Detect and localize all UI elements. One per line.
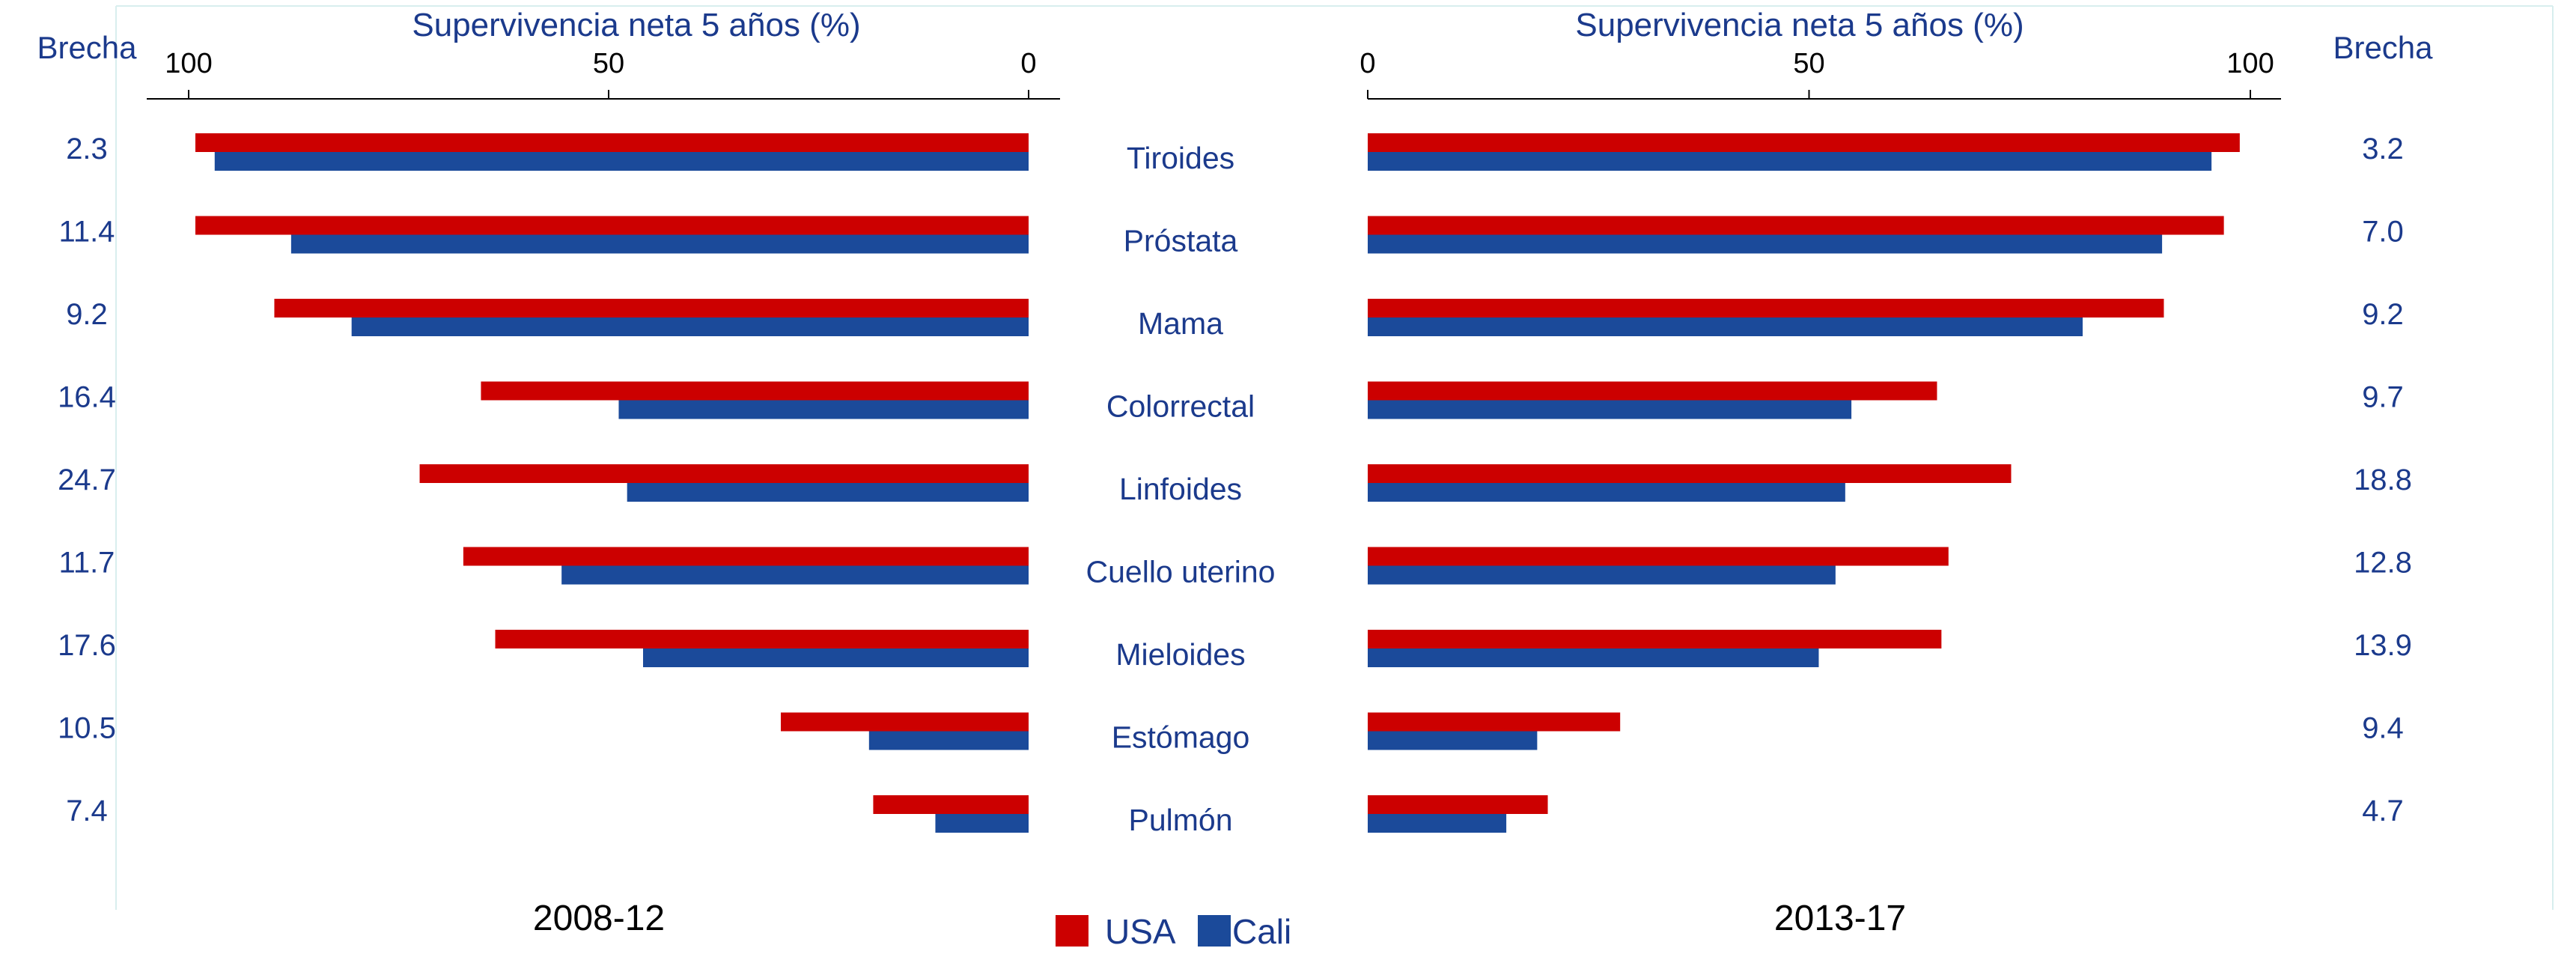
bar-usa-pulmón [1368,795,1548,814]
gap-value: 24.7 [58,464,116,496]
bar-cali-próstata [1368,234,2163,254]
category-label: Mama [1138,306,1223,341]
bar-cali-mama [1368,318,2083,336]
x-tick-label: 100 [165,48,212,79]
bar-cali-pulmón [935,814,1029,833]
period-label: 2013-17 [1774,899,1906,938]
bar-usa-mieloides [495,630,1029,648]
bar-usa-estómago [1368,712,1621,732]
category-label: Pulmón [1128,803,1232,837]
bar-usa-próstata [195,216,1029,235]
legend-swatch-usa [1056,915,1088,947]
bar-cali-cuello-uterino [561,565,1029,585]
panel-2008-12: Supervivencia neta 5 años (%) 100 50 0 Brech… [37,7,1060,938]
bar-cali-estómago [1368,731,1538,750]
bar-cali-cuello-uterino [1368,565,1836,585]
bar-usa-cuello-uterino [1368,547,1949,566]
category-label: Linfoides [1119,472,1242,506]
bar-usa-mama [1368,299,2164,318]
bar-cali-tiroides [1368,152,2212,171]
gap-header: Brecha [37,30,137,65]
category-label: Tiroides [1127,141,1234,175]
gap-value: 4.7 [2362,795,2404,827]
category-label: Estómago [1112,720,1250,755]
x-tick-label: 50 [1793,48,1824,79]
bar-usa-próstata [1368,216,2224,235]
bar-usa-linfoides [419,464,1029,483]
category-labels: Tiroides Próstata Mama Colorrectal Linfoides… [1086,141,1276,837]
bar-usa-linfoides [1368,464,2012,483]
x-tick-label: 100 [2226,48,2274,79]
bar-usa-cuello-uterino [463,547,1029,566]
gap-value: 7.4 [66,795,108,827]
bar-usa-colorrectal [1368,381,1937,401]
gap-value: 13.9 [2354,629,2412,662]
bar-usa-tiroides [195,133,1029,152]
gap-value: 10.5 [58,712,116,745]
bar-usa-mieloides [1368,630,1942,648]
bar-cali-colorrectal [1368,400,1852,419]
gap-value: 11.4 [59,216,115,249]
gap-value: 2.3 [66,133,108,165]
bar-usa-tiroides [1368,133,2240,152]
gap-value: 11.7 [59,547,115,580]
x-tick-label: 0 [1359,48,1375,79]
gap-value: 18.8 [2354,464,2412,496]
x-tick-label: 50 [593,48,624,79]
gap-value: 9.7 [2362,381,2404,414]
gap-value: 3.2 [2362,133,2404,165]
x-tick-label: 0 [1020,48,1036,79]
gap-value: 16.4 [58,381,116,414]
gap-value: 12.8 [2354,547,2412,580]
category-label: Colorrectal [1106,389,1255,424]
bar-cali-estómago [868,731,1029,750]
legend-swatch-cali [1198,915,1231,947]
bar-usa-estómago [781,712,1029,732]
legend-label-cali: Cali [1232,912,1291,951]
category-label: Mieloides [1115,637,1245,672]
legend-label-usa: USA [1105,912,1176,951]
gap-value: 9.2 [2362,298,2404,331]
gap-value: 9.2 [66,298,108,331]
bar-cali-colorrectal [618,400,1029,419]
panel-2013-17: Supervivencia neta 5 años (%) 0 50 100 Brech… [1359,7,2433,938]
bar-usa-pulmón [873,795,1029,814]
period-label: 2008-12 [533,899,665,938]
bar-cali-tiroides [214,152,1029,171]
bar-cali-linfoides [1368,483,1845,502]
category-label: Cuello uterino [1086,555,1276,589]
bar-cali-próstata [290,234,1029,254]
gap-value: 9.4 [2362,712,2404,745]
axis-title: Supervivencia neta 5 años (%) [1575,7,2024,43]
bar-cali-pulmón [1368,814,1507,833]
gap-value: 7.0 [2362,216,2404,249]
gap-header: Brecha [2333,30,2433,65]
bar-usa-colorrectal [481,381,1029,401]
gap-value: 17.6 [58,629,116,662]
axis-title: Supervivencia neta 5 años (%) [412,7,860,43]
bar-cali-mieloides [1368,648,1819,667]
bar-cali-mama [351,318,1029,336]
legend: USA Cali [1056,912,1291,951]
bar-cali-linfoides [627,483,1029,502]
bar-cali-mieloides [643,648,1029,667]
category-label: Próstata [1124,224,1238,258]
bar-usa-mama [274,299,1029,318]
chart-frame [115,5,2554,910]
